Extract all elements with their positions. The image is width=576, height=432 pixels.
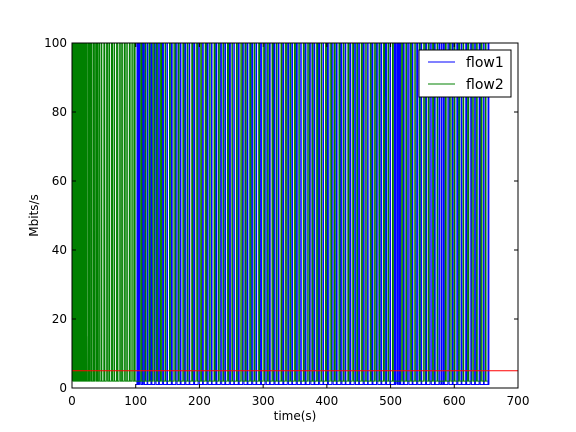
y-tick-label: 0: [59, 381, 67, 395]
legend: flow1 flow2: [419, 50, 511, 97]
x-tick-label: 500: [379, 394, 402, 408]
x-tick-label: 100: [124, 394, 147, 408]
x-axis-label: time(s): [274, 409, 317, 423]
x-tick-label: 600: [443, 394, 466, 408]
y-tick-label: 80: [52, 105, 67, 119]
x-tick-label: 700: [507, 394, 530, 408]
x-tick-label: 200: [188, 394, 211, 408]
legend-label-flow2: flow2: [466, 77, 504, 93]
y-axis-label: Mbits/s: [27, 194, 41, 237]
x-tick-label: 300: [252, 394, 275, 408]
y-tick-label: 100: [44, 36, 67, 50]
legend-label-flow1: flow1: [466, 55, 504, 71]
x-tick-label: 0: [68, 394, 76, 408]
y-tick-label: 60: [52, 174, 67, 188]
y-tick-label: 40: [52, 243, 67, 257]
x-tick-label: 400: [315, 394, 338, 408]
y-tick-label: 20: [52, 312, 67, 326]
